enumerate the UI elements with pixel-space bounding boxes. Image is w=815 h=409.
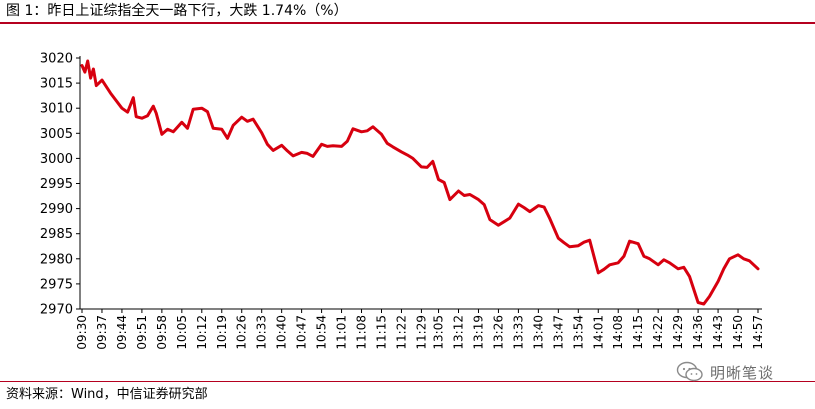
chart-title: 图 1：昨日上证综指全天一路下行，大跌 1.74%（%）	[6, 3, 348, 19]
x-tick-label: 13:26	[491, 315, 505, 350]
y-tick-label: 2970	[40, 303, 73, 318]
y-tick-label: 3010	[40, 102, 73, 117]
y-tick-label: 2975	[40, 277, 73, 292]
y-tick-label: 3000	[40, 152, 73, 167]
y-tick-label: 2995	[40, 177, 73, 192]
x-tick-label: 13:33	[511, 315, 525, 350]
x-tick-label: 13:19	[471, 315, 485, 350]
x-tick-label: 14:22	[651, 315, 665, 350]
series-line	[80, 59, 760, 306]
x-tick-label: 10:40	[275, 315, 289, 350]
line-chart: 2970 2975 2980 2985 2990 2995 3000 3005 3010 3015…	[40, 52, 765, 350]
x-tick-label: 10:54	[315, 315, 329, 350]
x-tick-label: 13:47	[551, 315, 565, 350]
x-tick-label: 11:29	[414, 315, 428, 350]
chart-series	[80, 59, 760, 306]
x-tick-label: 13:05	[432, 315, 446, 350]
x-tick-label: 11:01	[335, 315, 349, 350]
x-tick-label: 11:22	[394, 315, 408, 350]
x-tick-label: 10:12	[195, 315, 209, 350]
x-tick-label: 14:50	[731, 315, 745, 350]
x-tick-label: 09:37	[95, 315, 109, 350]
x-tick-label: 14:15	[631, 315, 645, 350]
x-tick-label: 09:44	[115, 315, 129, 350]
wechat-icon	[676, 361, 703, 382]
y-tick-label: 3015	[40, 77, 73, 92]
x-tick-label: 10:26	[235, 315, 249, 350]
y-tick-label: 3005	[40, 127, 73, 142]
y-tick-label: 2985	[40, 227, 73, 242]
x-tick-label: 11:08	[355, 315, 369, 350]
x-tick-label: 14:08	[611, 315, 625, 350]
y-tick-label: 3020	[40, 52, 73, 67]
x-tick-label: 10:33	[255, 315, 269, 350]
x-tick-label: 13:54	[571, 315, 585, 350]
y-tick-label: 2980	[40, 252, 73, 267]
y-axis-ticks: 2970 2975 2980 2985 2990 2995 3000 3005 3010 3015…	[40, 52, 80, 318]
bottom-rule	[0, 381, 815, 382]
chart-axes	[79, 56, 762, 310]
x-axis-ticks: 09:30 09:37 09:44 09:51 09:58 10:05 10:12 10:19…	[75, 309, 765, 350]
x-tick-label: 10:47	[295, 315, 309, 350]
top-rule	[0, 22, 815, 24]
x-tick-label: 14:57	[751, 315, 765, 350]
x-tick-label: 11:15	[374, 315, 388, 350]
x-tick-label: 09:30	[75, 315, 89, 350]
source-note: 资料来源：Wind，中信证券研究部	[6, 387, 208, 402]
x-tick-label: 10:19	[215, 315, 229, 350]
x-tick-label: 14:01	[591, 315, 605, 350]
watermark: 明晰笔谈	[676, 358, 812, 386]
x-tick-label: 10:05	[175, 315, 189, 350]
x-tick-label: 09:58	[155, 315, 169, 350]
x-tick-label: 13:12	[452, 315, 466, 350]
x-tick-label: 14:43	[711, 315, 725, 350]
watermark-text: 明晰笔谈	[710, 363, 775, 382]
x-tick-label: 09:51	[135, 315, 149, 350]
y-tick-label: 2990	[40, 202, 73, 217]
x-tick-label: 13:40	[531, 315, 545, 350]
x-tick-label: 14:29	[671, 315, 685, 350]
x-tick-label: 14:36	[691, 315, 705, 350]
